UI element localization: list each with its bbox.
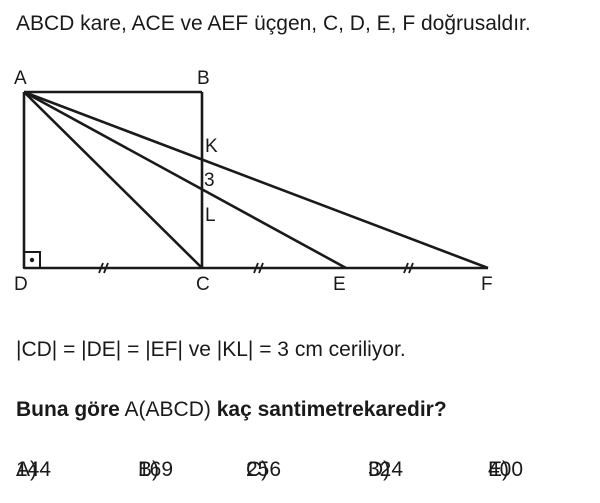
segment-ac — [23, 91, 203, 269]
question-suffix: kaç santimetrekaredir? — [216, 398, 447, 421]
label-kl-length: 3 — [204, 170, 215, 191]
right-angle-marker — [23, 251, 41, 269]
right-angle-dot — [29, 257, 35, 263]
problem-intro: ABCD kare, ACE ve AEF üçgen, C, D, E, F … — [16, 12, 531, 35]
question-prefix: Buna göre — [16, 398, 120, 421]
label-l: L — [205, 205, 216, 226]
given-condition: |CD| = |DE| = |EF| ve |KL| = 3 cm cerili… — [16, 338, 406, 361]
label-f: F — [481, 274, 493, 295]
question-text: Buna göre A(ABCD) kaç santimetrekaredir? — [16, 398, 447, 422]
segment-af — [23, 90, 489, 270]
label-k: K — [205, 136, 218, 157]
label-c: C — [196, 274, 210, 295]
label-a: A — [14, 68, 27, 89]
tick-mark-ef — [403, 262, 414, 274]
tick-mark-cd — [98, 262, 109, 274]
label-e: E — [333, 274, 346, 295]
segment-ae — [23, 90, 347, 270]
tick-mark-ce — [253, 262, 264, 274]
label-b: B — [197, 68, 210, 89]
label-d: D — [14, 274, 28, 295]
geometry-figure: A B K 3 L D C E F — [14, 68, 493, 295]
question-area-expr: A(ABCD) — [124, 398, 211, 421]
